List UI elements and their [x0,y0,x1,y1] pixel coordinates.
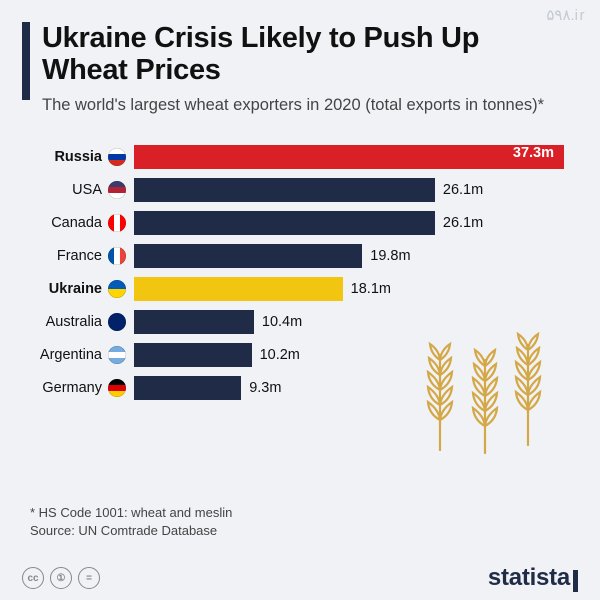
cc-icon: cc [22,567,44,589]
watermark: ۵۹۸.ir [546,6,586,24]
bar-chart: Russia 37.3m USA 26.1m Canada 26.1m France 19.8… [0,130,600,404]
bar [134,178,435,202]
bar-row: Australia 10.4m [30,305,570,338]
bar [134,277,343,301]
chart-subtitle: The world's largest wheat exporters in 2… [42,95,570,116]
country-label: Ukraine [30,281,108,297]
bar-row: France 19.8m [30,239,570,272]
footnote-line-1: * HS Code 1001: wheat and meslin [30,504,232,522]
country-label: Australia [30,314,108,330]
flag-icon [108,379,126,397]
license-icons: cc ① = [22,567,100,589]
bar-value: 10.2m [260,347,300,363]
header: Ukraine Crisis Likely to Push Up Wheat P… [0,0,600,130]
bar-row: Russia 37.3m [30,140,570,173]
flag-icon [108,247,126,265]
footer: cc ① = statista [0,556,600,600]
bar-row: Argentina 10.2m [30,338,570,371]
bar-value: 26.1m [443,182,483,198]
bar [134,310,254,334]
bar-area: 19.8m [134,244,570,268]
bar-value: 9.3m [249,380,281,396]
bar-value: 26.1m [443,215,483,231]
title-accent-bar [22,22,30,100]
country-label: Canada [30,215,108,231]
nd-icon: = [78,567,100,589]
chart-title: Ukraine Crisis Likely to Push Up Wheat P… [42,22,570,87]
bar-row: Canada 26.1m [30,206,570,239]
bar-row: USA 26.1m [30,173,570,206]
bar-value: 18.1m [351,281,391,297]
country-label: Russia [30,149,108,165]
flag-icon [108,346,126,364]
country-label: USA [30,182,108,198]
bar-value: 10.4m [262,314,302,330]
by-icon: ① [50,567,72,589]
bar-area: 10.2m [134,343,570,367]
country-label: Argentina [30,347,108,363]
bar-area: 18.1m [134,277,570,301]
flag-icon [108,148,126,166]
bar-row: Ukraine 18.1m [30,272,570,305]
footnote-line-2: Source: UN Comtrade Database [30,522,232,540]
flag-icon [108,280,126,298]
flag-icon [108,181,126,199]
country-label: France [30,248,108,264]
bar-value: 37.3m [513,145,554,161]
bar-value: 19.8m [370,248,410,264]
flag-icon [108,313,126,331]
flag-icon [108,214,126,232]
country-label: Germany [30,380,108,396]
bar-area: 37.3m [134,145,570,169]
bar [134,244,362,268]
footnotes: * HS Code 1001: wheat and meslin Source:… [30,504,232,540]
bar-row: Germany 9.3m [30,371,570,404]
statista-logo: statista [488,564,578,592]
bar-area: 10.4m [134,310,570,334]
bar-area: 9.3m [134,376,570,400]
bar-area: 26.1m [134,211,570,235]
bar [134,343,252,367]
bar [134,211,435,235]
bar: 37.3m [134,145,564,169]
bar-area: 26.1m [134,178,570,202]
bar [134,376,241,400]
